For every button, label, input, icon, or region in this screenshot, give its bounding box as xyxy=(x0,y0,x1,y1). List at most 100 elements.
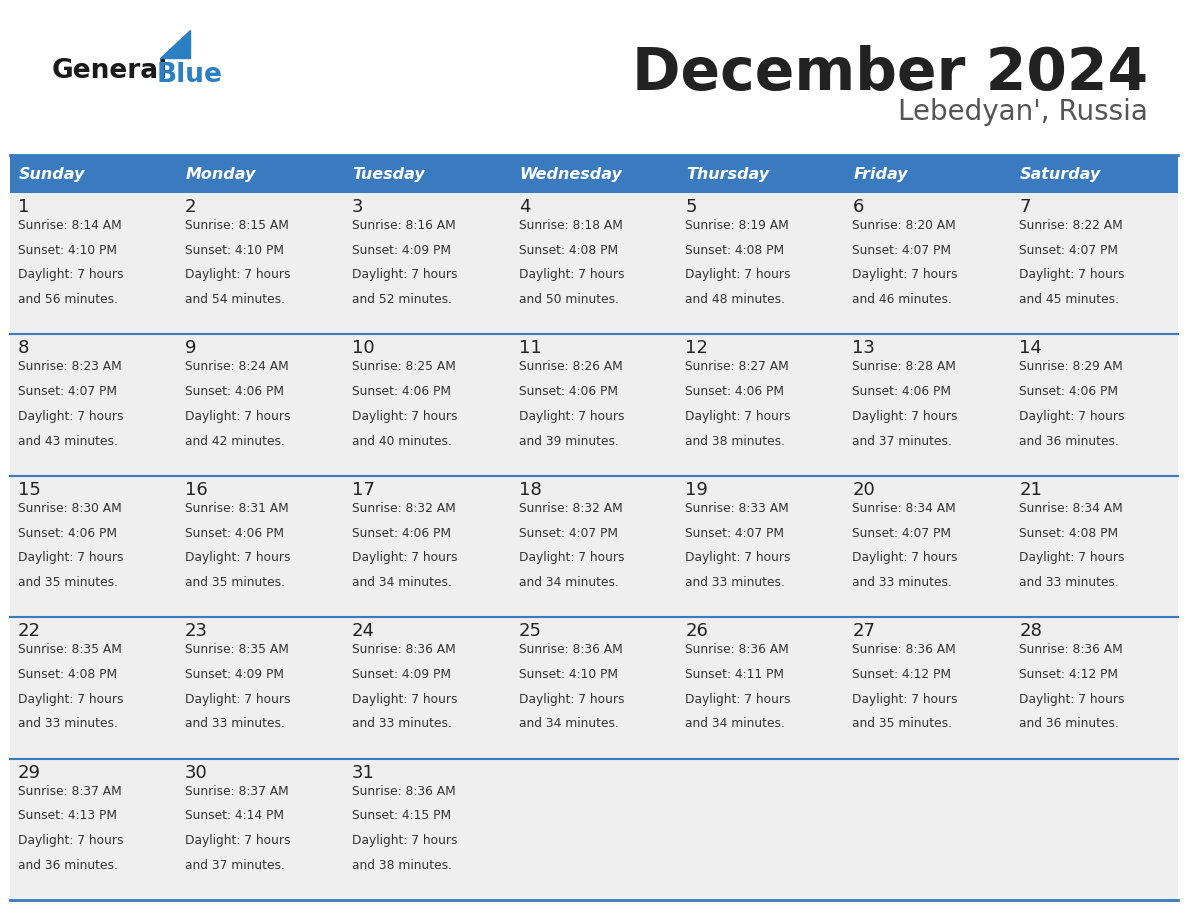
Text: and 35 minutes.: and 35 minutes. xyxy=(185,576,285,589)
Text: Sunrise: 8:35 AM: Sunrise: 8:35 AM xyxy=(18,644,122,656)
Bar xyxy=(1011,758,1178,900)
Text: 23: 23 xyxy=(185,622,208,640)
Text: and 36 minutes.: and 36 minutes. xyxy=(18,859,118,872)
Text: Daylight: 7 hours: Daylight: 7 hours xyxy=(185,834,290,847)
Text: Daylight: 7 hours: Daylight: 7 hours xyxy=(18,268,124,282)
Text: and 54 minutes.: and 54 minutes. xyxy=(185,293,285,307)
Bar xyxy=(1011,155,1178,193)
Text: Sunrise: 8:31 AM: Sunrise: 8:31 AM xyxy=(185,502,289,515)
Bar xyxy=(511,193,677,334)
Text: Sunrise: 8:15 AM: Sunrise: 8:15 AM xyxy=(185,219,289,232)
Text: and 34 minutes.: and 34 minutes. xyxy=(519,576,619,589)
Text: Sunrise: 8:20 AM: Sunrise: 8:20 AM xyxy=(852,219,956,232)
Text: Sunset: 4:12 PM: Sunset: 4:12 PM xyxy=(852,668,952,681)
Text: Sunset: 4:07 PM: Sunset: 4:07 PM xyxy=(852,244,952,257)
Text: 12: 12 xyxy=(685,340,708,357)
Bar xyxy=(677,476,845,617)
Text: Sunrise: 8:33 AM: Sunrise: 8:33 AM xyxy=(685,502,789,515)
Text: Sunset: 4:14 PM: Sunset: 4:14 PM xyxy=(185,810,284,823)
Bar xyxy=(845,476,1011,617)
Text: Daylight: 7 hours: Daylight: 7 hours xyxy=(685,410,791,423)
Bar xyxy=(177,476,343,617)
Bar xyxy=(845,617,1011,758)
Text: 26: 26 xyxy=(685,622,708,640)
Text: Sunrise: 8:34 AM: Sunrise: 8:34 AM xyxy=(1019,502,1123,515)
Bar xyxy=(1011,334,1178,476)
Text: Daylight: 7 hours: Daylight: 7 hours xyxy=(685,693,791,706)
Text: and 36 minutes.: and 36 minutes. xyxy=(1019,718,1119,731)
Text: 11: 11 xyxy=(519,340,542,357)
Text: 3: 3 xyxy=(352,198,364,216)
Text: Sunrise: 8:18 AM: Sunrise: 8:18 AM xyxy=(519,219,623,232)
Text: and 36 minutes.: and 36 minutes. xyxy=(1019,434,1119,448)
Text: Sunset: 4:06 PM: Sunset: 4:06 PM xyxy=(1019,386,1118,398)
Text: Sunset: 4:06 PM: Sunset: 4:06 PM xyxy=(18,527,116,540)
Text: Daylight: 7 hours: Daylight: 7 hours xyxy=(685,552,791,565)
Text: Daylight: 7 hours: Daylight: 7 hours xyxy=(519,693,624,706)
Bar xyxy=(677,193,845,334)
Text: 20: 20 xyxy=(852,481,876,498)
Text: Daylight: 7 hours: Daylight: 7 hours xyxy=(352,552,457,565)
Text: Sunset: 4:08 PM: Sunset: 4:08 PM xyxy=(519,244,618,257)
Bar xyxy=(677,617,845,758)
Text: and 52 minutes.: and 52 minutes. xyxy=(352,293,451,307)
Bar xyxy=(10,193,177,334)
Bar xyxy=(1011,193,1178,334)
Text: and 33 minutes.: and 33 minutes. xyxy=(18,718,118,731)
Text: Daylight: 7 hours: Daylight: 7 hours xyxy=(185,693,290,706)
Text: Daylight: 7 hours: Daylight: 7 hours xyxy=(352,693,457,706)
Bar xyxy=(177,758,343,900)
Bar xyxy=(845,155,1011,193)
Text: Daylight: 7 hours: Daylight: 7 hours xyxy=(852,552,958,565)
Bar xyxy=(1011,617,1178,758)
Text: Sunrise: 8:24 AM: Sunrise: 8:24 AM xyxy=(185,361,289,374)
Text: 25: 25 xyxy=(519,622,542,640)
Text: 31: 31 xyxy=(352,764,374,781)
Text: and 38 minutes.: and 38 minutes. xyxy=(685,434,785,448)
Text: Sunset: 4:07 PM: Sunset: 4:07 PM xyxy=(18,386,116,398)
Text: 28: 28 xyxy=(1019,622,1042,640)
Text: 14: 14 xyxy=(1019,340,1042,357)
Text: Sunset: 4:07 PM: Sunset: 4:07 PM xyxy=(685,527,784,540)
Text: Sunrise: 8:14 AM: Sunrise: 8:14 AM xyxy=(18,219,121,232)
Bar xyxy=(677,758,845,900)
Text: 13: 13 xyxy=(852,340,876,357)
Text: 8: 8 xyxy=(18,340,30,357)
Text: and 34 minutes.: and 34 minutes. xyxy=(519,718,619,731)
Text: Thursday: Thursday xyxy=(687,166,770,182)
Text: Monday: Monday xyxy=(185,166,257,182)
Text: Sunset: 4:07 PM: Sunset: 4:07 PM xyxy=(852,527,952,540)
Text: Daylight: 7 hours: Daylight: 7 hours xyxy=(18,834,124,847)
Text: Sunset: 4:06 PM: Sunset: 4:06 PM xyxy=(185,386,284,398)
Text: General: General xyxy=(52,58,169,84)
Text: Sunrise: 8:30 AM: Sunrise: 8:30 AM xyxy=(18,502,121,515)
Bar xyxy=(177,334,343,476)
Text: Daylight: 7 hours: Daylight: 7 hours xyxy=(852,410,958,423)
Text: Daylight: 7 hours: Daylight: 7 hours xyxy=(852,268,958,282)
Bar xyxy=(343,193,511,334)
Polygon shape xyxy=(160,30,190,58)
Text: Blue: Blue xyxy=(157,62,223,88)
Text: 22: 22 xyxy=(18,622,42,640)
Text: Sunrise: 8:25 AM: Sunrise: 8:25 AM xyxy=(352,361,455,374)
Text: Daylight: 7 hours: Daylight: 7 hours xyxy=(352,834,457,847)
Bar xyxy=(343,334,511,476)
Text: and 43 minutes.: and 43 minutes. xyxy=(18,434,118,448)
Text: Sunset: 4:10 PM: Sunset: 4:10 PM xyxy=(18,244,116,257)
Bar xyxy=(10,155,177,193)
Text: and 37 minutes.: and 37 minutes. xyxy=(852,434,952,448)
Bar xyxy=(343,155,511,193)
Text: Sunset: 4:10 PM: Sunset: 4:10 PM xyxy=(185,244,284,257)
Bar xyxy=(10,617,177,758)
Text: and 34 minutes.: and 34 minutes. xyxy=(352,576,451,589)
Text: 29: 29 xyxy=(18,764,42,781)
Text: Sunrise: 8:36 AM: Sunrise: 8:36 AM xyxy=(352,785,455,798)
Text: and 56 minutes.: and 56 minutes. xyxy=(18,293,118,307)
Text: Daylight: 7 hours: Daylight: 7 hours xyxy=(1019,268,1125,282)
Text: Sunrise: 8:34 AM: Sunrise: 8:34 AM xyxy=(852,502,956,515)
Text: Sunset: 4:06 PM: Sunset: 4:06 PM xyxy=(185,527,284,540)
Text: Daylight: 7 hours: Daylight: 7 hours xyxy=(18,552,124,565)
Bar xyxy=(343,617,511,758)
Text: Sunrise: 8:36 AM: Sunrise: 8:36 AM xyxy=(519,644,623,656)
Text: Daylight: 7 hours: Daylight: 7 hours xyxy=(1019,693,1125,706)
